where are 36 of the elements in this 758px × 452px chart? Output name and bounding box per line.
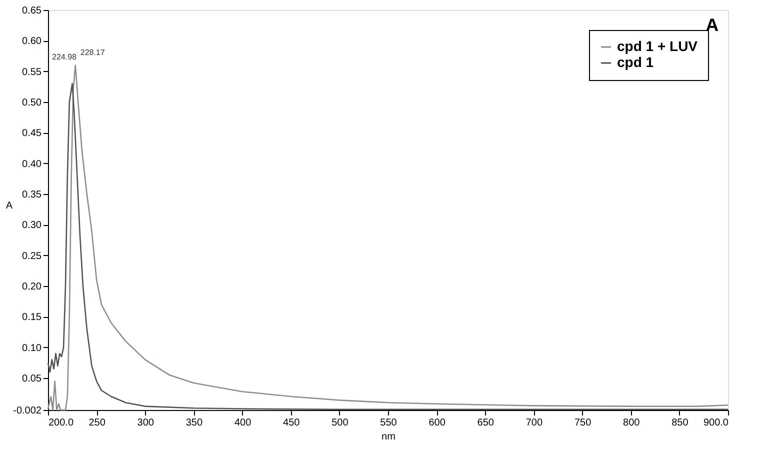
- y-tick-label: 0.40: [22, 158, 42, 170]
- y-tick-label: 0.55: [22, 66, 42, 78]
- x-tick-label: 700: [526, 418, 543, 428]
- x-tick-label: 600: [428, 418, 446, 428]
- y-tick-label: 0.20: [22, 282, 42, 293]
- y-axis-title: A: [6, 200, 13, 212]
- x-tick-label: 350: [186, 418, 203, 428]
- x-tick-label: 800: [623, 418, 640, 428]
- x-tick-label: 750: [574, 418, 592, 428]
- y-tick-label: 0.50: [22, 98, 42, 109]
- x-tick-label: 650: [477, 418, 494, 428]
- x-tick-label: 200.0: [48, 418, 74, 428]
- y-tick-label: 0.10: [22, 342, 42, 354]
- y-tick-label: 0.15: [22, 312, 42, 324]
- x-axis-title: nm: [382, 432, 396, 442]
- x-tick-label: 900.0: [703, 418, 729, 428]
- x-tick-label: 250: [88, 418, 106, 428]
- x-tick-label: 850: [672, 418, 689, 428]
- x-tick-label: 400: [234, 418, 252, 428]
- y-tick-label: 0.45: [22, 128, 42, 140]
- x-tick-label: 300: [137, 418, 154, 428]
- y-tick-label: -0.002: [13, 406, 42, 416]
- legend-label: cpd 1: [617, 54, 654, 70]
- x-tick-label: 450: [283, 418, 300, 428]
- annotation: 228.17: [80, 48, 106, 58]
- y-tick-label: 0.05: [22, 374, 42, 385]
- y-tick-label: 0.60: [22, 36, 42, 48]
- annotation: 224.98: [52, 52, 78, 62]
- x-tick-label: 500: [332, 418, 349, 428]
- y-tick-label: 0.65: [22, 6, 42, 16]
- y-tick-label: 0.30: [22, 220, 42, 232]
- x-tick-label: 550: [380, 418, 398, 428]
- y-tick-label: 0.35: [22, 190, 42, 201]
- y-tick-label: 0.25: [22, 250, 42, 262]
- chart-title: A: [706, 15, 719, 35]
- legend-label: cpd 1 + LUV: [617, 38, 698, 54]
